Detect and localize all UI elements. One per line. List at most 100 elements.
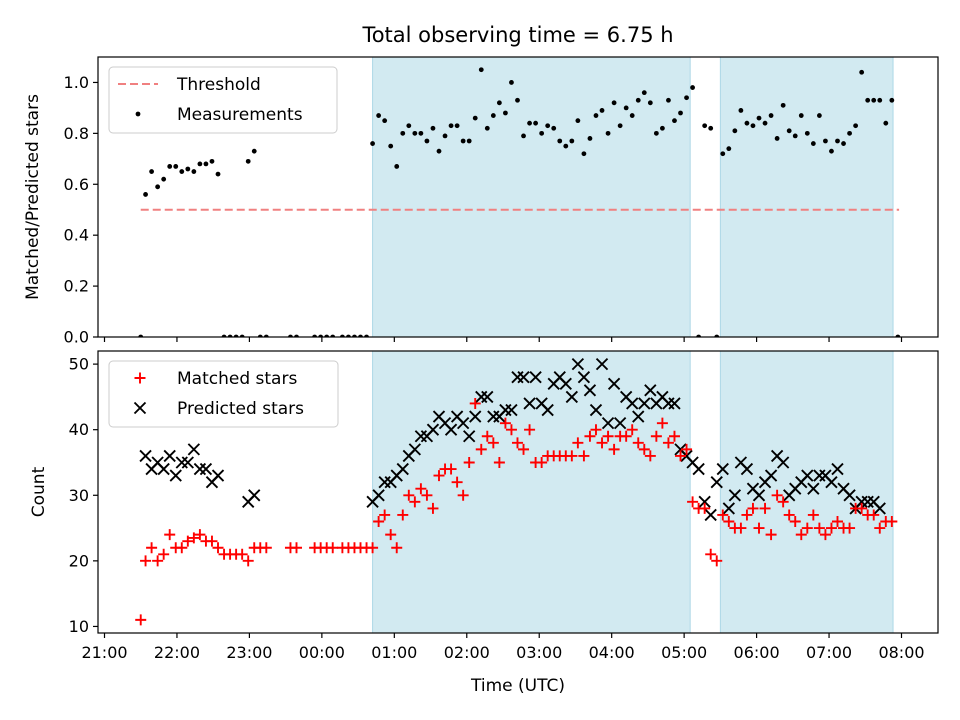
y-tick-label: 0.0 [64, 328, 89, 347]
matched-star-point [699, 502, 711, 514]
predicted-star-point [372, 489, 385, 502]
measurement-point [215, 171, 221, 177]
measurement-point [623, 105, 629, 111]
matched-star-point [874, 522, 886, 534]
measurement-point [859, 69, 865, 75]
matched-star-point [493, 456, 505, 468]
measurement-point [829, 148, 834, 154]
matched-star-point [572, 437, 584, 449]
predicted-star-point [668, 397, 681, 410]
measurement-point [503, 110, 508, 116]
predicted-star-point [456, 416, 470, 430]
count-axes-frame [97, 350, 939, 634]
predicted-star-point [463, 430, 476, 443]
matched-star-point [668, 430, 680, 442]
predicted-star-point [776, 456, 790, 469]
measurement-point [672, 118, 677, 124]
matched-star-point [140, 555, 152, 567]
matched-star-point [620, 430, 632, 442]
measurement-point [835, 138, 840, 144]
predicted-star-point [716, 462, 729, 476]
measurement-point [593, 113, 599, 118]
measurement-point [678, 110, 683, 116]
matched-star-point [771, 489, 783, 501]
matched-star-point [415, 483, 427, 495]
matched-star-point [536, 456, 548, 468]
measurement-point [726, 146, 732, 152]
predicted-star-point [601, 416, 615, 430]
predicted-star-point [193, 462, 207, 476]
measurement-point [436, 148, 442, 154]
matched-star-point [421, 489, 433, 501]
predicted-star-point [710, 475, 723, 489]
matched-star-point [403, 489, 415, 501]
measurement-point [877, 97, 883, 103]
measurement-point [545, 123, 551, 129]
measurement-point [161, 176, 167, 182]
legend-box [108, 360, 339, 428]
matched-star-point [176, 542, 188, 554]
measurement-point [533, 120, 539, 126]
matched-star-point [427, 502, 439, 514]
ratio-data-layer [138, 67, 901, 337]
x-axis-label: Time (UTC) [470, 676, 565, 696]
predicted-star-point [626, 397, 639, 410]
measurement-point [690, 85, 695, 90]
measurement-point [738, 108, 744, 113]
predicted-star-point [444, 423, 458, 436]
predicted-star-point [529, 371, 542, 384]
matched-star-point [844, 522, 856, 534]
legend-box [108, 66, 338, 134]
matched-star-point [146, 542, 158, 554]
measurement-point [472, 115, 478, 121]
measurement-point [394, 164, 400, 169]
matched-star-point [451, 476, 463, 488]
measurement-point [581, 151, 587, 157]
matched-star-point [735, 522, 747, 534]
measurement-point [149, 169, 154, 174]
ratio-legend: Threshold Measurements [108, 66, 338, 134]
y-axis-label: Matched/Predicted stars [23, 94, 43, 300]
matched-star-point [463, 456, 475, 468]
measurement-point [376, 113, 382, 118]
measurement-point [442, 133, 448, 139]
predicted-star-point [831, 462, 844, 476]
matched-star-point [152, 555, 164, 567]
matched-star-point [457, 489, 469, 501]
matched-star-point [856, 502, 868, 514]
predicted-star-point [752, 489, 766, 502]
measurement-point [641, 90, 647, 96]
matched-star-point [469, 397, 481, 409]
measurement-point [756, 115, 762, 121]
measurement-point [611, 100, 617, 106]
measurement-point [185, 166, 191, 172]
predicted-star-point [163, 449, 176, 463]
measurement-point [804, 130, 810, 136]
matched-star-point [626, 424, 638, 436]
predicted-star-point [396, 462, 409, 476]
measurement-point [509, 80, 514, 85]
predicted-star-point [704, 508, 717, 522]
y-tick-label: 0.8 [64, 124, 89, 143]
measurement-point [143, 192, 148, 197]
matched-star-point [188, 532, 200, 544]
predicted-star-point [801, 469, 814, 482]
matched-star-point [650, 430, 662, 442]
measurement-point [569, 138, 575, 144]
y-tick-label: 1.0 [64, 73, 89, 92]
x-tick-label: 04:00 [589, 643, 635, 662]
measurement-point [515, 97, 520, 103]
y-tick-label: 50 [69, 355, 89, 374]
y-tick-label: 20 [69, 551, 89, 570]
y-tick-label: 0.6 [64, 175, 89, 194]
matched-star-point [194, 529, 206, 541]
measurement-point [720, 151, 726, 157]
predicted-star-point [638, 397, 651, 410]
measurement-point [155, 184, 161, 190]
measurement-point [496, 100, 502, 106]
x-tick-label: 00:00 [299, 643, 345, 662]
measurement-point [871, 97, 877, 103]
predicted-star-point [577, 371, 591, 384]
count-data-layer [135, 357, 898, 626]
measurement-point [448, 123, 454, 129]
